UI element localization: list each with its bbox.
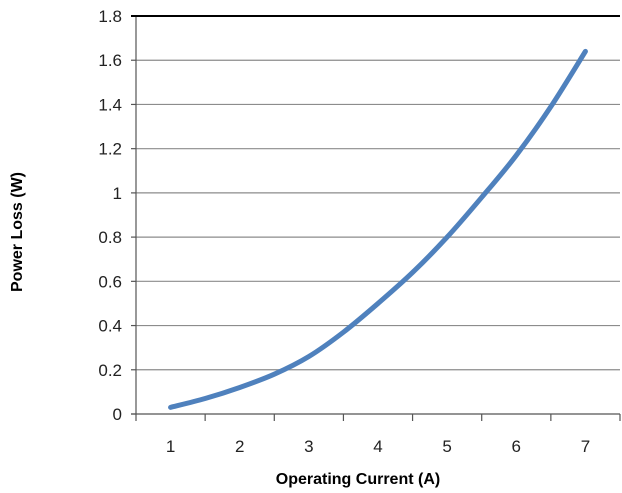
x-tick-label: 3 xyxy=(304,437,313,456)
y-tick-label: 0.6 xyxy=(98,272,122,291)
y-tick-labels: 0 0.2 0.4 0.6 0.8 1 1.2 1.4 1.6 1.8 xyxy=(98,7,122,424)
x-tick-label: 6 xyxy=(512,437,521,456)
x-tick-label: 4 xyxy=(373,437,382,456)
x-tick-label: 1 xyxy=(166,437,175,456)
y-axis-title: Power Loss (W) xyxy=(9,172,26,292)
power-loss-series-line xyxy=(168,48,588,410)
y-tick-label: 1.6 xyxy=(98,51,122,70)
x-axis-title: Operating Current (A) xyxy=(276,471,440,488)
y-tick-label: 0.2 xyxy=(98,361,122,380)
gridlines xyxy=(131,15,620,415)
y-tick-label: 0.8 xyxy=(98,228,122,247)
x-tick-label: 2 xyxy=(235,437,244,456)
y-tick-label: 1 xyxy=(113,184,122,203)
x-tick-labels: 1 2 3 4 5 6 7 xyxy=(166,437,590,456)
x-tick-label: 7 xyxy=(581,437,590,456)
y-tick-label: 0 xyxy=(113,405,122,424)
y-tick-label: 0.4 xyxy=(98,317,122,336)
y-tick-label: 1.2 xyxy=(98,140,122,159)
x-tick-marks xyxy=(135,414,621,421)
y-tick-label: 1.4 xyxy=(98,95,122,114)
y-tick-label: 1.8 xyxy=(98,7,122,26)
x-tick-label: 5 xyxy=(442,437,451,456)
